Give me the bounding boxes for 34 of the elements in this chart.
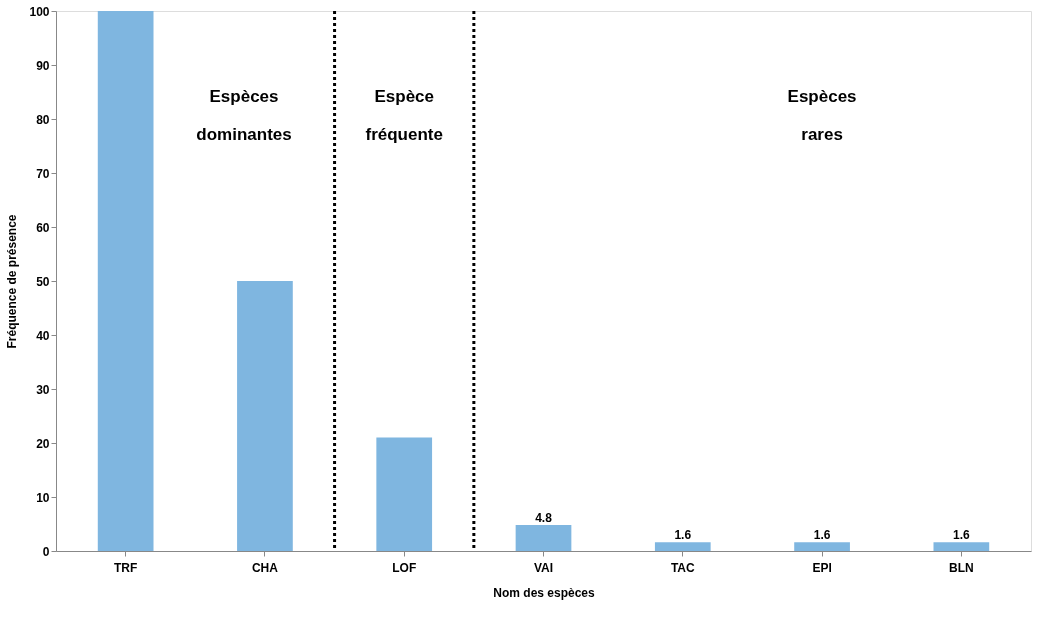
bar xyxy=(97,11,154,551)
x-tick-label: EPI xyxy=(812,560,832,575)
bar xyxy=(237,281,293,551)
y-tick-label: 80 xyxy=(36,112,50,127)
bar xyxy=(654,542,711,551)
annotation: Espèce fréquente xyxy=(365,87,443,144)
bar xyxy=(933,542,990,551)
x-tick-label: BLN xyxy=(949,560,974,575)
data-label: 4.8 xyxy=(535,511,553,526)
bar xyxy=(515,525,572,551)
data-label: 1.6 xyxy=(813,528,831,543)
y-tick-label: 30 xyxy=(36,382,50,397)
x-axis-title: Nom des espèces xyxy=(493,585,596,600)
bar xyxy=(794,542,850,551)
y-tick-label: 100 xyxy=(29,4,50,19)
annotation: Espèces dominantes xyxy=(196,87,292,144)
y-tick-label: 60 xyxy=(36,220,50,235)
x-tick-label: LOF xyxy=(392,560,417,575)
y-axis-title: Fréquence de présence xyxy=(5,214,20,349)
annotation: Espèces rares xyxy=(787,87,857,144)
y-tick-label: 0 xyxy=(42,544,50,559)
y-tick-label: 40 xyxy=(36,328,50,343)
x-tick-label: CHA xyxy=(251,560,279,575)
data-label: 1.6 xyxy=(674,528,692,543)
data-label: 1.6 xyxy=(953,528,971,543)
y-tick-label: 20 xyxy=(36,436,50,451)
y-tick-label: 70 xyxy=(36,166,50,181)
bar xyxy=(376,437,433,551)
y-tick-label: 90 xyxy=(36,58,50,73)
x-tick-label: TAC xyxy=(670,560,695,575)
y-tick-label: 10 xyxy=(36,490,50,505)
y-tick-label: 50 xyxy=(36,274,50,289)
x-tick-label: TRF xyxy=(113,560,138,575)
x-tick-label: VAI xyxy=(533,560,554,575)
